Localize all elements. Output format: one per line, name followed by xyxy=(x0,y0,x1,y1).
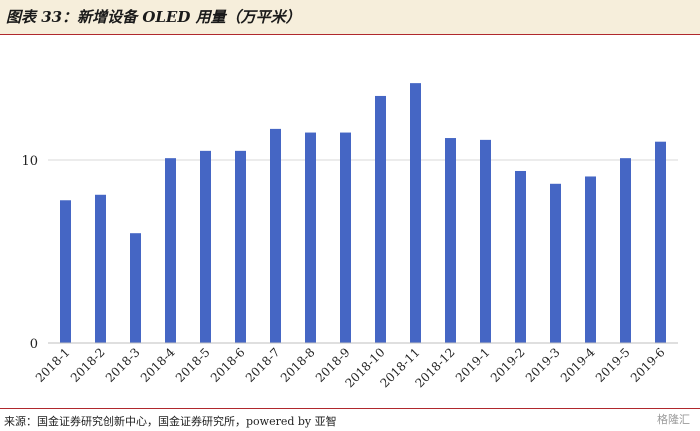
watermark: 格隆汇 xyxy=(657,413,690,426)
bar-2018-5 xyxy=(200,150,211,343)
title-bar: 图表 33：新增设备 OLED 用量（万平米） xyxy=(0,0,700,35)
x-tick-label-2019-6: 2019-6 xyxy=(628,345,668,385)
x-tick-label-2018-7: 2018-7 xyxy=(243,345,283,385)
bar-2018-8 xyxy=(305,132,316,343)
chart-area: 0 10 2018-1 2018-2 2018-3 2018-4 2018-5 2018-6… xyxy=(0,36,700,406)
x-tick-label-2018-2: 2018-2 xyxy=(68,345,108,385)
x-tick-label-2019-3: 2019-3 xyxy=(523,345,563,385)
x-tick-label-2018-4: 2018-4 xyxy=(138,345,178,385)
bar-2019-1 xyxy=(480,139,491,343)
source-note: 来源：国金证券研究创新中心，国金证券研究所，powered by 亚智 xyxy=(4,415,337,428)
x-tick-label-2018-3: 2018-3 xyxy=(103,345,143,385)
bar-2018-2 xyxy=(95,194,106,343)
x-tick-label-2019-5: 2019-5 xyxy=(593,345,633,385)
bar-2019-6 xyxy=(655,141,666,343)
bar-2019-2 xyxy=(515,170,526,343)
bar-2019-3 xyxy=(550,183,561,343)
bar-2018-11 xyxy=(410,83,421,343)
footer-divider xyxy=(0,408,700,409)
bar-2018-6 xyxy=(235,150,246,343)
x-tick-label-2019-2: 2019-2 xyxy=(488,345,528,385)
x-tick-label-2019-1: 2019-1 xyxy=(453,345,493,385)
bar-2018-1 xyxy=(60,200,71,343)
bar-2018-12 xyxy=(445,138,456,343)
chart-title: 图表 33：新增设备 OLED 用量（万平米） xyxy=(6,8,301,26)
bar-2019-4 xyxy=(585,176,596,343)
x-axis: 2018-12018-22018-32018-42018-52018-62018… xyxy=(33,342,678,390)
bar-2018-4 xyxy=(165,158,176,343)
bar-2019-5 xyxy=(620,158,631,343)
x-tick-label-2019-4: 2019-4 xyxy=(558,345,598,385)
y-tick-label-0: 0 xyxy=(30,337,38,352)
y-axis: 0 10 xyxy=(21,154,38,352)
bar-chart: 0 10 2018-12018-22018-32018-42018-52018-6… xyxy=(21,83,678,390)
bar-2018-3 xyxy=(130,233,141,343)
x-tick-label-2018-5: 2018-5 xyxy=(173,345,213,385)
x-tick-label-2018-1: 2018-1 xyxy=(33,345,73,385)
y-tick-label-1: 10 xyxy=(21,154,38,169)
bar-2018-10 xyxy=(375,95,386,343)
bar-2018-7 xyxy=(270,128,281,343)
x-tick-label-2018-8: 2018-8 xyxy=(278,345,318,385)
x-tick-label-2018-6: 2018-6 xyxy=(208,345,248,385)
bars xyxy=(60,83,666,343)
bar-2018-9 xyxy=(340,132,351,343)
